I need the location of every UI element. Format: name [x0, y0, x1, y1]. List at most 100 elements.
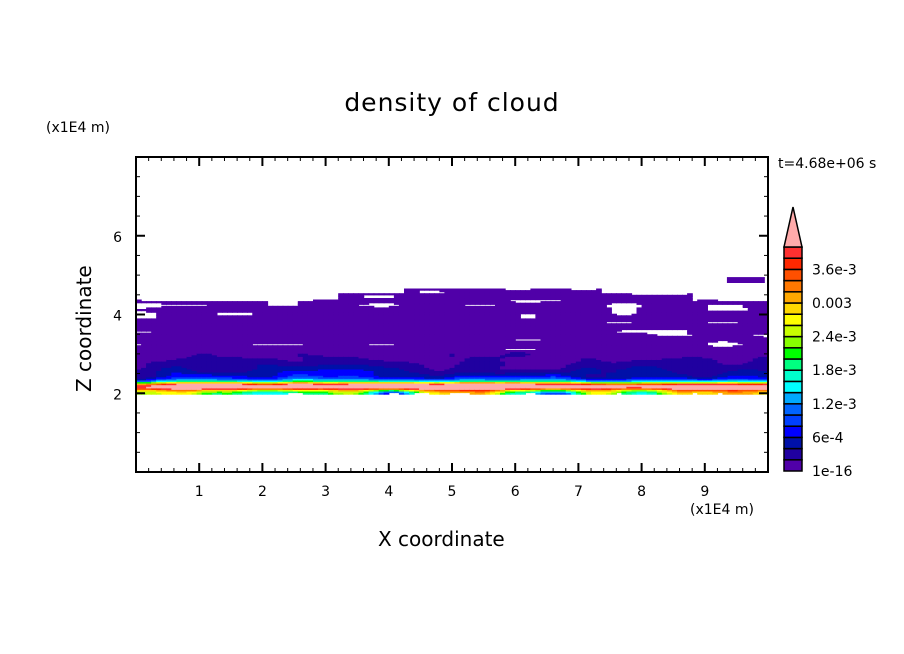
heatmap-cell: [257, 390, 263, 394]
heatmap-cell: [449, 389, 456, 392]
heatmap-cell: [373, 357, 380, 360]
heatmap-cell: [318, 299, 324, 302]
heatmap-cell: [414, 362, 420, 365]
heatmap-cell: [479, 362, 486, 365]
heatmap-cell: [363, 392, 370, 395]
heatmap-cell: [530, 370, 537, 373]
heatmap-cell: [429, 316, 435, 320]
heatmap-cell: [156, 312, 162, 315]
heatmap-cell: [358, 386, 365, 389]
heatmap-cell: [136, 301, 142, 304]
heatmap-cell: [363, 343, 370, 346]
heatmap-cell: [545, 356, 552, 359]
heatmap-cell: [247, 351, 253, 354]
heatmap-cell: [196, 372, 203, 375]
heatmap-cell: [323, 307, 329, 310]
heatmap-cell: [318, 368, 324, 371]
heatmap-cell: [530, 312, 537, 315]
heatmap-cell: [414, 299, 420, 302]
heatmap-cell: [222, 349, 228, 353]
heatmap-cell: [338, 392, 344, 395]
heatmap-cell: [510, 343, 516, 346]
heatmap-cell: [191, 338, 198, 342]
heatmap-cell: [302, 359, 309, 362]
heatmap-cell: [414, 372, 420, 375]
heatmap-cell: [464, 323, 471, 326]
heatmap-cell: [393, 302, 400, 305]
heatmap-cell: [216, 334, 223, 337]
heatmap-cell: [343, 387, 349, 390]
heatmap-cell: [161, 370, 167, 373]
heatmap-cell: [146, 357, 152, 360]
heatmap-cell: [449, 309, 456, 312]
heatmap-cell: [479, 384, 486, 387]
heatmap-cell: [307, 301, 314, 304]
heatmap-cell: [257, 301, 263, 304]
heatmap-cell: [484, 327, 491, 331]
heatmap-cell: [353, 387, 360, 390]
heatmap-cell: [368, 301, 375, 304]
heatmap-cell: [434, 373, 440, 376]
heatmap-cell: [439, 313, 446, 316]
heatmap-cell: [196, 351, 203, 354]
heatmap-cell: [459, 383, 466, 386]
heatmap-cell: [429, 318, 435, 321]
heatmap-cell: [267, 329, 274, 332]
heatmap-cell: [146, 372, 152, 375]
heatmap-cell: [535, 321, 542, 324]
heatmap-cell: [464, 362, 471, 365]
heatmap-cell: [404, 337, 410, 340]
heatmap-cell: [550, 386, 557, 389]
heatmap-cell: [252, 307, 258, 310]
heatmap-cell: [232, 348, 238, 351]
heatmap-cell: [404, 346, 410, 349]
heatmap-cell: [282, 383, 289, 386]
heatmap-cell: [424, 348, 430, 351]
heatmap-cell: [358, 381, 365, 384]
heatmap-cell: [201, 381, 208, 384]
heatmap-cell: [297, 309, 304, 312]
heatmap-cell: [484, 321, 491, 324]
heatmap-cell: [252, 376, 258, 379]
heatmap-cell: [186, 365, 193, 368]
heatmap-cell: [474, 370, 481, 373]
heatmap-cell: [328, 332, 334, 335]
heatmap-cell: [318, 357, 324, 360]
heatmap-cell: [272, 370, 279, 373]
heatmap-cell: [510, 321, 516, 324]
heatmap-cell: [348, 309, 355, 312]
heatmap-cell: [348, 351, 355, 354]
heatmap-cell: [454, 375, 461, 378]
heatmap-cell: [404, 345, 410, 348]
heatmap-cell: [282, 335, 289, 338]
heatmap-cell: [449, 326, 456, 329]
heatmap-cell: [540, 329, 547, 332]
heatmap-cell: [545, 309, 552, 312]
heatmap-cell: [232, 351, 238, 354]
heatmap-cell: [505, 338, 511, 342]
heatmap-cell: [525, 372, 531, 375]
heatmap-cell: [176, 345, 183, 348]
heatmap-cell: [469, 356, 476, 359]
heatmap-cell: [247, 389, 253, 392]
heatmap-cell: [222, 379, 228, 383]
heatmap-cell: [181, 354, 188, 357]
heatmap-cell: [146, 381, 152, 384]
heatmap-cell: [409, 390, 415, 394]
heatmap-cell: [211, 312, 218, 315]
heatmap-cell: [525, 390, 531, 394]
heatmap-cell: [247, 331, 253, 334]
heatmap-cell: [272, 345, 279, 348]
heatmap-cell: [323, 309, 329, 312]
heatmap-cell: [404, 392, 410, 395]
heatmap-cell: [161, 356, 167, 359]
heatmap-cell: [393, 353, 400, 356]
heatmap-cell: [404, 316, 410, 320]
heatmap-cell: [540, 346, 547, 349]
heatmap-cell: [282, 320, 289, 323]
heatmap-cell: [318, 340, 324, 343]
heatmap-cell: [196, 362, 203, 365]
heatmap-cell: [353, 331, 360, 334]
heatmap-cell: [161, 351, 167, 354]
heatmap-cell: [368, 334, 375, 337]
